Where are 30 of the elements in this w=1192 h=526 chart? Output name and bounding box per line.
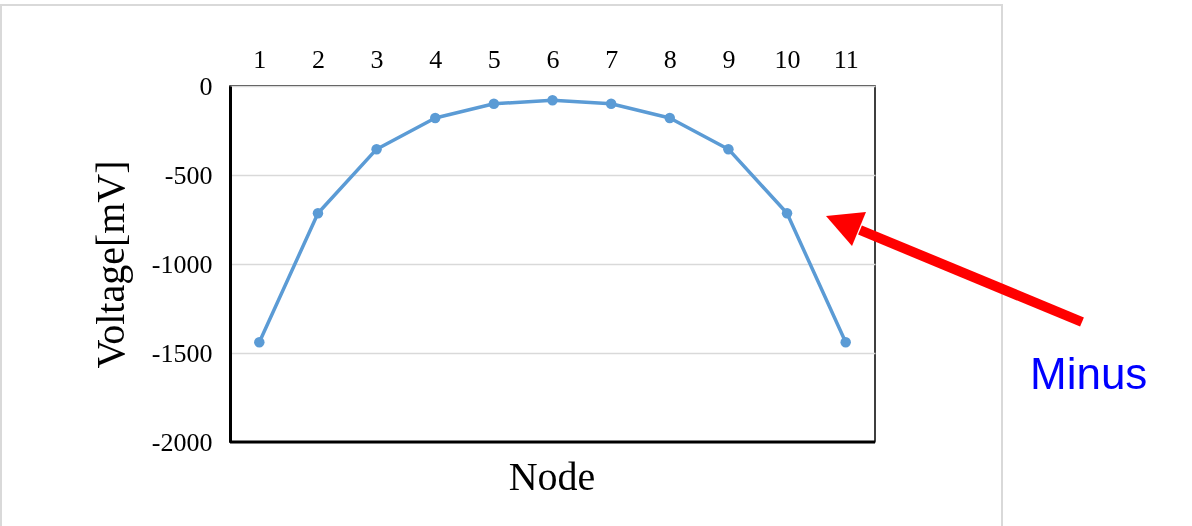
point — [781, 208, 793, 219]
y-tick-label: 0 — [199, 71, 213, 101]
point — [371, 143, 382, 155]
x-axis-title: Node — [508, 454, 596, 499]
point — [254, 337, 265, 348]
y-axis-title: Voltage[mV] — [87, 160, 133, 369]
point — [664, 112, 676, 124]
point — [312, 208, 324, 219]
y-tick-label: -1000 — [151, 249, 213, 279]
point — [605, 98, 617, 110]
point — [840, 337, 851, 348]
point — [429, 112, 441, 124]
x-tick-label: 11 — [833, 44, 859, 74]
y-tick-label: -500 — [164, 160, 213, 190]
x-tick-label: 2 — [311, 44, 325, 74]
x-tick-label: 5 — [487, 44, 501, 74]
point — [723, 143, 734, 155]
point — [488, 98, 500, 110]
x-tick-label: 4 — [429, 44, 443, 74]
x-tick-label: 6 — [546, 44, 560, 74]
x-tick-label: 8 — [663, 44, 677, 74]
y-tick-label: -2000 — [151, 427, 213, 457]
x-tick-label: 3 — [370, 44, 384, 74]
text: Minus — [1030, 349, 1148, 398]
x-tick-label: 7 — [605, 44, 619, 74]
x-tick-label: 9 — [722, 44, 736, 74]
point — [547, 95, 558, 106]
x-tick-label: 10 — [774, 44, 801, 74]
y-tick-label: -1500 — [151, 338, 213, 368]
x-tick-label: 1 — [253, 44, 267, 74]
